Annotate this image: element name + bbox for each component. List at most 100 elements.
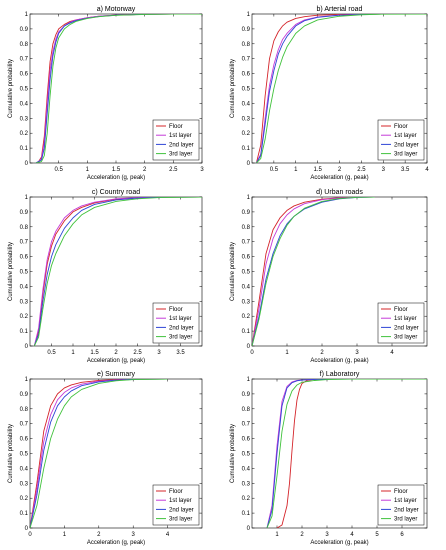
y-tick-label: 0.1 xyxy=(242,511,251,517)
x-axis-label: Acceleration (g, peak) xyxy=(310,358,368,364)
y-tick-label: 0.8 xyxy=(20,42,29,48)
x-axis-label: Acceleration (g, peak) xyxy=(87,540,145,546)
legend-label: 2nd layer xyxy=(394,142,419,148)
x-tick-label: 0 xyxy=(28,532,32,538)
y-tick-label: 0.1 xyxy=(242,329,251,335)
series-line-3rd-layer xyxy=(256,14,427,163)
y-tick-label: 0.3 xyxy=(242,481,251,487)
legend-label: 3rd layer xyxy=(169,152,192,158)
y-tick-label: 0.5 xyxy=(242,270,251,276)
legend-label: 1st layer xyxy=(169,133,192,139)
legend-label: 2nd layer xyxy=(394,325,419,331)
legend-label: 2nd layer xyxy=(169,325,194,331)
x-tick-label: 1 xyxy=(294,167,298,173)
y-tick-label: 0.8 xyxy=(20,225,29,231)
y-tick-label: 0.6 xyxy=(20,255,29,261)
y-tick-label: 0.9 xyxy=(242,392,251,398)
y-tick-label: 0.8 xyxy=(242,407,251,413)
y-tick-label: 0.9 xyxy=(20,392,29,398)
y-tick-label: 0.1 xyxy=(20,511,29,517)
y-tick-label: 1 xyxy=(25,195,29,201)
y-tick-label: 0.2 xyxy=(242,496,251,502)
y-tick-label: 0.4 xyxy=(242,101,251,107)
series-line-3rd-layer xyxy=(30,379,168,528)
y-tick-label: 0.9 xyxy=(242,27,251,33)
x-tick-label: 1 xyxy=(275,532,279,538)
x-tick-label: 2.5 xyxy=(357,167,366,173)
y-tick-label: 0.6 xyxy=(242,255,251,261)
y-tick-label: 0.5 xyxy=(20,452,29,458)
legend-label: 1st layer xyxy=(169,498,192,504)
y-tick-label: 0.6 xyxy=(20,437,29,443)
y-tick-label: 0.2 xyxy=(242,314,251,320)
legend-label: Floor xyxy=(394,489,408,495)
chart-panel-1: 0 0.1 0.2 0.3 0.4 0.5 0.6 0.7 0.8 0.9 1 0.5 1 1.5 2 2.5… xyxy=(8,6,204,181)
y-tick-label: 1 xyxy=(25,12,29,18)
y-tick-label: 0.6 xyxy=(242,437,251,443)
x-axis-label: Acceleration (g, peak) xyxy=(310,540,368,546)
chart-title: e) Summary xyxy=(97,371,136,378)
y-tick-label: 0.7 xyxy=(20,57,29,63)
x-tick-label: 1.5 xyxy=(90,350,99,356)
y-tick-label: 0.3 xyxy=(242,116,251,122)
y-tick-label: 0.7 xyxy=(242,240,251,246)
y-tick-label: 0.3 xyxy=(20,299,29,305)
y-tick-label: 0.7 xyxy=(242,57,251,63)
x-tick-label: 4 xyxy=(350,532,354,538)
x-tick-label: 3 xyxy=(132,532,136,538)
series-line-1st-layer xyxy=(252,197,375,346)
chart-panel-4: 0 0.1 0.2 0.3 0.4 0.5 0.6 0.7 0.8 0.9 1 0 1 2 3 4 d) Urb… xyxy=(230,189,428,364)
x-tick-label: 4 xyxy=(425,167,429,173)
legend-label: Floor xyxy=(394,124,408,130)
chart-panel-6: 0 0.1 0.2 0.3 0.4 0.5 0.6 0.7 0.8 0.9 1 1 2 3 4 5 6 f) La… xyxy=(230,371,428,546)
series-line-3rd-layer xyxy=(33,197,202,346)
chart-title: c) Country road xyxy=(92,189,140,196)
y-tick-label: 0.6 xyxy=(242,72,251,78)
y-tick-label: 0.2 xyxy=(20,314,29,320)
y-tick-label: 0.4 xyxy=(20,101,29,107)
y-tick-label: 0.5 xyxy=(20,270,29,276)
y-tick-label: 0.7 xyxy=(20,240,29,246)
x-tick-label: 1 xyxy=(86,167,90,173)
legend-label: Floor xyxy=(169,489,183,495)
legend-label: 3rd layer xyxy=(394,517,417,523)
y-tick-label: 1 xyxy=(25,377,29,383)
x-tick-label: 3 xyxy=(200,167,204,173)
y-tick-label: 0 xyxy=(25,161,29,167)
x-tick-label: 0.5 xyxy=(47,350,56,356)
x-tick-label: 2 xyxy=(338,167,342,173)
y-tick-label: 0.3 xyxy=(20,116,29,122)
y-tick-label: 0.4 xyxy=(242,466,251,472)
series-line-2nd-layer xyxy=(33,197,202,346)
y-tick-label: 0.8 xyxy=(20,407,29,413)
x-tick-label: 1.5 xyxy=(112,167,121,173)
x-tick-label: 2 xyxy=(114,350,118,356)
x-tick-label: 4 xyxy=(166,532,170,538)
legend-label: 1st layer xyxy=(169,316,192,322)
legend-label: 2nd layer xyxy=(394,507,419,513)
series-line-1st-layer xyxy=(33,197,202,346)
legend-label: 3rd layer xyxy=(169,335,192,341)
legend-label: 3rd layer xyxy=(394,152,417,158)
y-tick-label: 0.2 xyxy=(20,131,29,137)
x-tick-label: 2 xyxy=(300,532,304,538)
y-tick-label: 0.5 xyxy=(20,87,29,93)
legend-label: Floor xyxy=(169,307,183,313)
series-line-3rd-layer xyxy=(252,197,375,346)
y-tick-label: 0.6 xyxy=(20,72,29,78)
chart-panel-2: 0 0.1 0.2 0.3 0.4 0.5 0.6 0.7 0.8 0.9 1 0.5 1 1.5 2 2.5… xyxy=(230,6,429,181)
legend: Floor 1st layer 2nd layer 3rd layer xyxy=(152,484,200,526)
y-axis-label: Cumulative probability xyxy=(230,242,236,301)
x-tick-label: 3 xyxy=(157,350,161,356)
y-tick-label: 0.1 xyxy=(20,329,29,335)
chart-panel-5: 0 0.1 0.2 0.3 0.4 0.5 0.6 0.7 0.8 0.9 1 0 1 2 3 4 e) Sum… xyxy=(8,371,203,546)
x-tick-label: 2.5 xyxy=(133,350,142,356)
x-tick-label: 0.5 xyxy=(54,167,63,173)
y-tick-label: 0.3 xyxy=(242,299,251,305)
x-tick-label: 3 xyxy=(382,167,386,173)
x-tick-label: 1 xyxy=(71,350,75,356)
x-axis-label: Acceleration (g, peak) xyxy=(87,175,145,181)
y-tick-label: 0.9 xyxy=(242,210,251,216)
y-tick-label: 0.7 xyxy=(20,422,29,428)
y-tick-label: 0 xyxy=(247,526,251,532)
